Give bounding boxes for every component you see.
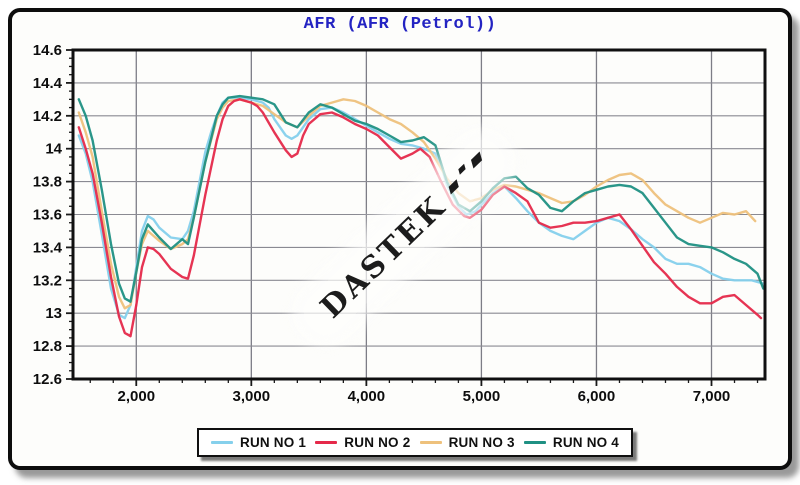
legend-item-run-1[interactable]: RUN NO 1: [211, 435, 306, 450]
page-title: AFR (AFR (Petrol)): [303, 15, 497, 34]
y-tick-label: 13: [45, 305, 62, 322]
legend-item-run-2[interactable]: RUN NO 2: [315, 435, 410, 450]
x-tick-label: 5,000: [463, 388, 501, 405]
y-tick-label: 13.4: [33, 239, 63, 256]
y-tick-label: 13.6: [33, 207, 62, 224]
legend-label-run-4: RUN NO 4: [552, 435, 619, 450]
legend-item-run-3[interactable]: RUN NO 3: [419, 435, 515, 450]
legend-item-run-4[interactable]: RUN NO 4: [523, 435, 619, 450]
chart-panel: AFR (AFR (Petrol)) 14.6 14.4 14.2 14 13.8 13.…: [8, 8, 792, 470]
x-tick-label: 7,000: [693, 388, 731, 405]
y-tick-label: 14.2: [33, 108, 62, 125]
x-tick-label: 4,000: [348, 388, 386, 405]
y-tick-label: 13.2: [33, 272, 62, 289]
series-line-run-no-1: [77, 96, 765, 320]
y-tick-label: 12.8: [33, 338, 62, 355]
x-tick-label: 2,000: [118, 388, 156, 405]
y-tick-label: 13.8: [33, 174, 62, 191]
x-tick-label: 3,000: [233, 388, 271, 405]
legend-label-run-1: RUN NO 1: [240, 435, 307, 450]
legend-swatch-run-2-icon: [315, 441, 338, 444]
plot-frame: [71, 48, 767, 381]
y-tick-label: 14.6: [33, 42, 62, 59]
series-line-run-no-2: [77, 98, 763, 338]
legend-label-run-2: RUN NO 2: [344, 435, 411, 450]
legend-swatch-run-3-icon: [419, 441, 442, 444]
chart-plot-area[interactable]: 14.6 14.4 14.2 14 13.8 13.6 13.4 13.2 13 12.8 12.6…: [12, 12, 788, 466]
y-tick-label: 14.4: [33, 75, 63, 92]
legend: RUN NO 1 RUN NO 2 RUN NO 3 RUN NO 4: [197, 428, 633, 457]
legend-swatch-run-1-icon: [211, 441, 233, 444]
series-line-run-no-3: [77, 98, 757, 310]
x-tick-label: 6,000: [578, 388, 616, 405]
legend-label-run-3: RUN NO 3: [448, 435, 515, 450]
y-tick-label: 12.6: [33, 371, 62, 388]
y-tick-label: 14: [45, 141, 62, 158]
legend-swatch-run-4-icon: [523, 441, 546, 444]
